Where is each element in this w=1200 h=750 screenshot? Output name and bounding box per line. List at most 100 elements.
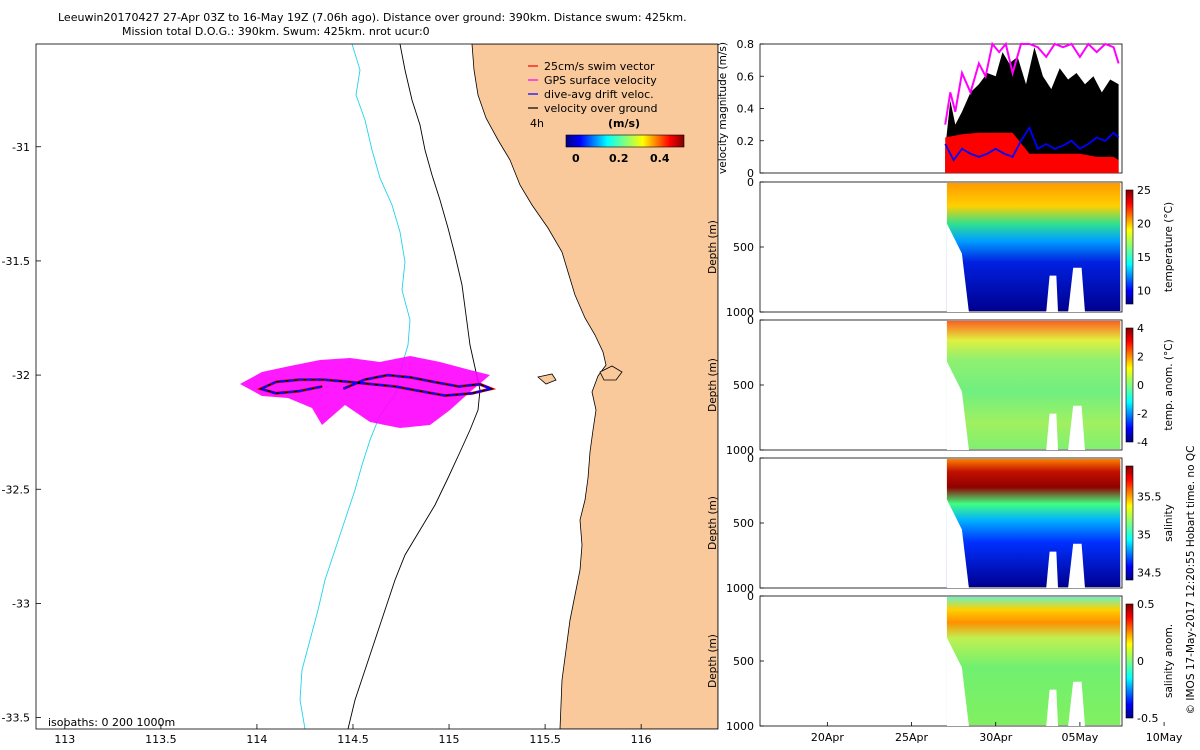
heatmap-colorbar [1125,189,1134,305]
velocity-series [944,41,1120,174]
colorbar-tick-label: 25 [1137,184,1151,197]
heatmap-ytick-label: 500 [733,379,754,392]
header-line-2: Mission total D.O.G.: 390km. Swum: 425km… [122,25,430,38]
gps-swarm [240,356,490,428]
no-data-gap [946,223,969,312]
island [599,365,623,381]
map-xtick-label: 114 [246,733,267,746]
heatmap-ytick-label: 1000 [726,444,754,457]
time-xtick-label: 25Apr [895,731,929,744]
map-frame [35,43,719,730]
velocity-ytick-label: 0.6 [737,70,755,83]
map-xtick-label: 115 [439,733,460,746]
time-xtick-label: 30Apr [979,731,1013,744]
colorbar-tick-0: 0 [572,152,580,165]
no-data-gap [946,499,969,588]
velocity-ytick-label: 0.2 [737,135,755,148]
colorbar-tick-0.4: 0.4 [650,152,670,165]
velocity-ytick-label: 0.4 [737,103,755,116]
velocity-ytick-label: 0.8 [737,38,755,51]
no-data-gap [1046,413,1059,450]
heatmap-ylabel: Depth (m) [707,496,719,550]
legend-drift: dive-avg drift veloc. [544,88,654,101]
colorbar-tick-label: 15 [1137,251,1151,264]
legend-ground: velocity over ground [544,102,657,115]
no-data-gap [1068,681,1085,726]
colorbar-tick-label: 4 [1137,322,1144,335]
heatmap-field [946,183,1121,311]
land [471,44,718,729]
colorbar-label: salinity [1163,504,1175,542]
track-layer [256,373,497,398]
heatmap-colorbar [1125,603,1134,719]
colorbar-tick-label: 0.5 [1137,598,1155,611]
swim-speed-area [945,132,1119,173]
header-line-1: Leeuwin20170427 27-Apr 03Z to 16-May 19Z… [58,11,687,24]
map-axes: 113 113.5 114 114.5 115 115.5 116 -31 -31.5 -32 -3… [2,141,652,746]
colorbar-title: (m/s) [608,117,640,130]
map-panel: 113 113.5 114 114.5 115 115.5 116 -31 -31.5 -32 -3… [2,43,719,746]
heatmap-colorbar [1125,465,1134,581]
time-xtick-label: 10May [1146,731,1183,744]
colorbar-tick-0.2: 0.2 [609,152,629,165]
heatmap-ytick-label: 0 [747,314,754,327]
drift-track [257,373,495,397]
colorbar-tick-label: 35 [1137,528,1151,541]
no-data-gap [1046,275,1059,312]
heatmap-ylabel: Depth (m) [707,358,719,412]
heatmap-ylabel: Depth (m) [707,220,719,274]
no-data-gap [1046,551,1059,588]
colorbar-tick-label: 35.5 [1137,490,1162,503]
heatmap-ytick-label: 1000 [726,582,754,595]
map-ytick-label: -33.5 [2,712,30,725]
colorbar-label: temperature (°C) [1163,202,1175,292]
map-xtick-label: 113 [54,733,75,746]
colorbar-tick-label: 0 [1137,379,1144,392]
time-axis: 20Apr25Apr30Apr05May10May15May [811,722,1183,744]
velocity-panel: 0 0.2 0.4 0.6 0.8 velocity magnitude (m/s) [717,38,1123,180]
map-xtick-label: 116 [631,733,652,746]
time-xtick-label: 05May [1062,731,1099,744]
colorbar-tick-label: -4 [1137,436,1148,449]
heatmap-field [946,597,1121,725]
no-data-gap [946,637,969,726]
colorbar-tick-label: 10 [1137,285,1151,298]
map-xtick-label: 115.5 [529,733,561,746]
heatmap-salinity_anom: 0 500 1000 Depth (m) 0.5 0 -0.5 salinity anom. [707,590,1175,733]
colorbar-tick-label: 20 [1137,218,1151,231]
no-data-gap [1068,405,1085,450]
island [537,373,557,385]
credit-text: © IMOS 17-May-2017 12:20:55 Hobart time.… [1185,446,1197,715]
heatmap-temp_anom: 0 500 1000 Depth (m) 4 2 0 -2 -4 temp. anom. (°C) [707,314,1175,457]
heatmap-ytick-label: 0 [747,176,754,189]
heatmap-field [946,321,1121,449]
heatmap-ytick-label: 1000 [726,306,754,319]
heatmap-ytick-label: 500 [733,241,754,254]
no-data-gap [1068,543,1085,588]
legend-swim: 25cm/s swim vector [544,60,655,73]
velocity-ticks: 0 0.2 0.4 0.6 0.8 [737,38,764,180]
velocity-ylabel: velocity magnitude (m/s) [717,42,729,174]
heatmap-ylabel: Depth (m) [707,634,719,688]
map-ytick-label: -33 [12,597,30,610]
heatmap-ytick-label: 0 [747,452,754,465]
velocity-ytick-label: 0 [747,167,754,180]
heatmap-field [946,459,1121,587]
heatmap-ytick-label: 500 [733,655,754,668]
no-data-gap [946,361,969,450]
heatmap-colorbar [1125,327,1134,443]
drift-velocity-line [944,125,1120,162]
heatmap-ytick-label: 500 [733,517,754,530]
map-xtick-label: 113.5 [145,733,177,746]
velocity-colorbar [565,134,685,148]
time-xtick-label: 20Apr [811,731,845,744]
colorbar-tick-label: -0.5 [1137,712,1158,725]
no-data-gap [1046,689,1059,726]
colorbar-tick-label: 34.5 [1137,566,1162,579]
heatmap-ytick-label: 0 [747,590,754,603]
map-xtick-label: 114.5 [337,733,369,746]
heatmap-temperature: 0 500 1000 Depth (m) 25 20 15 10 temperature (°C… [707,176,1175,319]
colorbar-tick-label: 2 [1137,351,1144,364]
